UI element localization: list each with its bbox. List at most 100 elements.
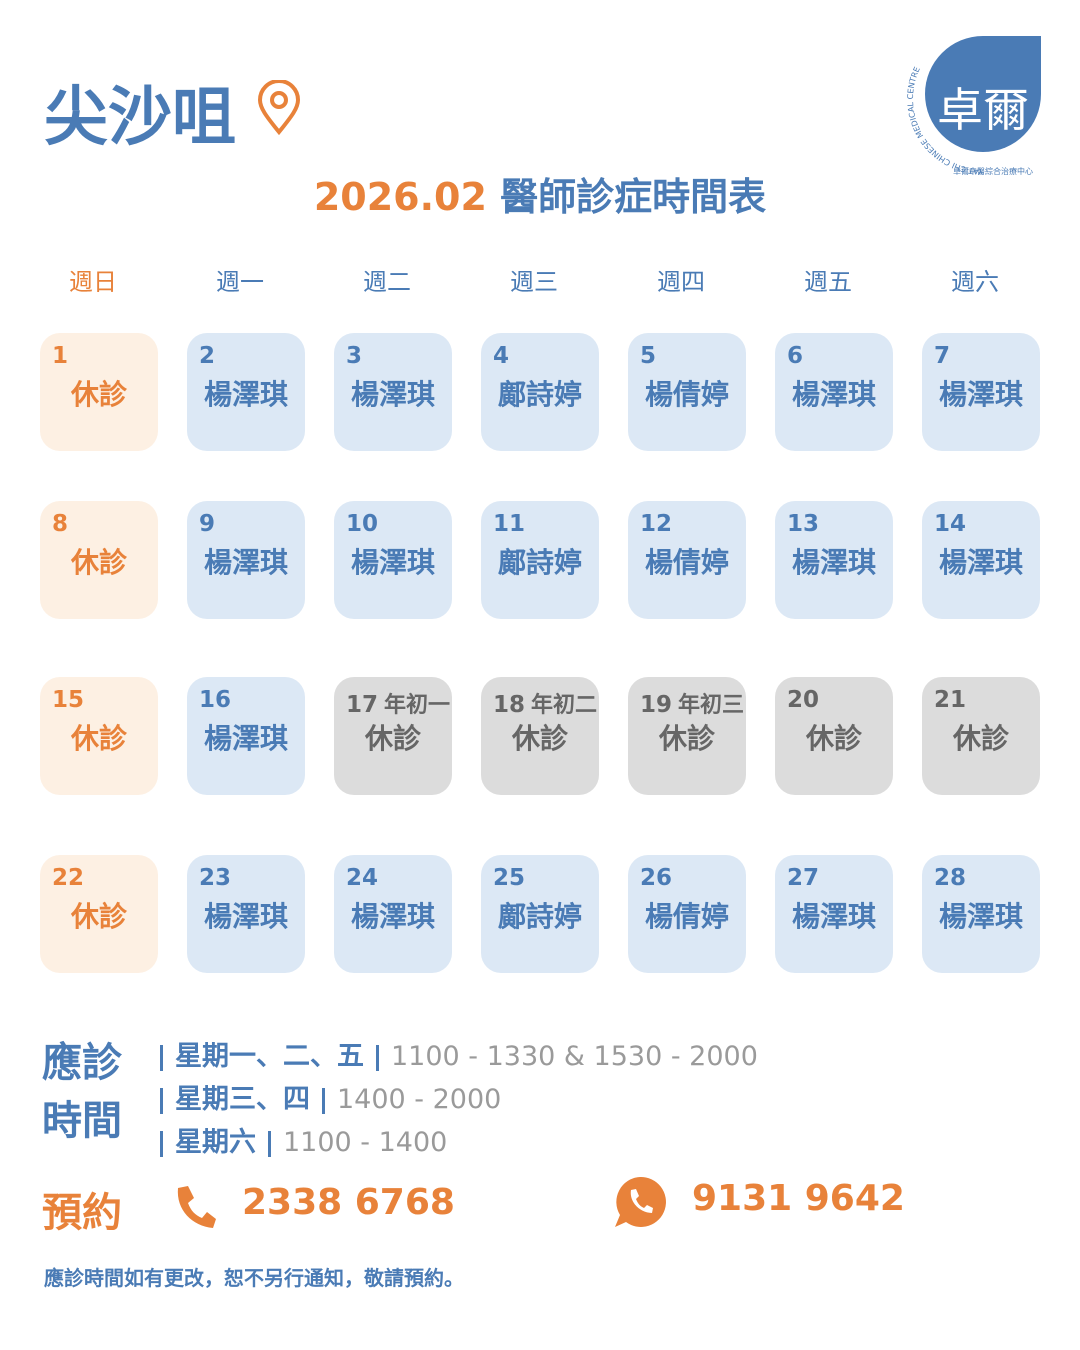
hours-row: 星期三、四 1400 - 2000	[160, 1077, 501, 1116]
day-number: 16	[199, 687, 232, 713]
day-number: 18	[493, 692, 526, 718]
separator	[322, 1087, 325, 1114]
title-text: 醫師診症時間表	[500, 175, 767, 219]
doctor: 休診	[70, 722, 127, 755]
hours-row: 星期一、二、五 1100 - 1330 & 1530 - 2000	[160, 1034, 758, 1073]
hours-time: 1100 - 1330 & 1530 - 2000	[391, 1041, 758, 1072]
day-cell: 20 休診	[775, 677, 893, 795]
day-number: 10	[346, 511, 379, 537]
separator	[160, 1087, 163, 1114]
separator	[160, 1044, 163, 1071]
logo-mark: 卓爾	[937, 83, 1029, 137]
day-cell: 12 楊倩婷	[628, 501, 746, 619]
day-number: 22	[52, 865, 85, 891]
day-cell: 28 楊澤琪	[922, 855, 1040, 973]
booking-label: 預約	[42, 1190, 122, 1236]
doctor: 楊澤琪	[938, 546, 1023, 579]
hours-label-line: 時間	[42, 1098, 122, 1144]
day-number: 17 年初一	[346, 687, 450, 719]
day-cell: 1 休診	[40, 333, 158, 451]
day-note: 年初二	[531, 693, 598, 718]
day-cell: 9 楊澤琪	[187, 501, 305, 619]
day-cell: 15 休診	[40, 677, 158, 795]
doctor: 休診	[511, 722, 568, 755]
day-cell: 5 楊倩婷	[628, 333, 746, 451]
day-number: 13	[787, 511, 820, 537]
weekday: 週日	[69, 268, 117, 296]
day-number: 8	[52, 511, 69, 537]
day-cell: 10 楊澤琪	[334, 501, 452, 619]
separator	[268, 1130, 271, 1157]
pin-icon	[257, 80, 301, 136]
doctor: 楊澤琪	[938, 900, 1023, 933]
day-cell: 17 年初一 休診	[334, 677, 452, 795]
day-number: 25	[493, 865, 526, 891]
day-cell: 26 楊倩婷	[628, 855, 746, 973]
day-number: 2	[199, 343, 216, 369]
doctor: 楊澤琪	[203, 378, 288, 411]
day-number: 3	[346, 343, 363, 369]
doctor: 楊澤琪	[791, 546, 876, 579]
weekday: 週二	[363, 268, 411, 296]
title: 2026.02 醫師診症時間表	[0, 166, 1080, 221]
day-number: 17	[346, 692, 379, 718]
location: 尖沙咀	[44, 81, 236, 155]
day-cell: 2 楊澤琪	[187, 333, 305, 451]
day-cell: 18 年初二 休診	[481, 677, 599, 795]
day-cell: 8 休診	[40, 501, 158, 619]
day-number: 23	[199, 865, 232, 891]
day-cell: 16 楊澤琪	[187, 677, 305, 795]
day-cell: 21 休診	[922, 677, 1040, 795]
hours-days: 星期六	[175, 1127, 256, 1158]
day-number: 28	[934, 865, 967, 891]
day-number: 19	[640, 692, 673, 718]
doctor: 鄺詩婷	[497, 900, 582, 933]
day-number: 26	[640, 865, 673, 891]
weekday: 週四	[657, 268, 705, 296]
doctor: 楊澤琪	[350, 900, 435, 933]
day-cell: 7 楊澤琪	[922, 333, 1040, 451]
title-month: 2026.02	[313, 175, 487, 219]
hours-label-line: 應診	[42, 1040, 122, 1086]
day-note: 年初一	[384, 693, 451, 718]
phone-icon	[177, 1186, 216, 1228]
doctor: 休診	[364, 722, 421, 755]
day-cell: 4 鄺詩婷	[481, 333, 599, 451]
day-number: 20	[787, 687, 820, 713]
weekday: 週五	[804, 268, 852, 296]
logo-name-zh: 卓爾中醫綜合治療中心	[953, 166, 1033, 176]
separator	[160, 1130, 163, 1157]
doctor: 楊澤琪	[203, 722, 288, 755]
day-number: 14	[934, 511, 967, 537]
whatsapp-number: 9131 9642	[692, 1178, 905, 1219]
hours-days: 星期三、四	[175, 1084, 310, 1115]
day-cell: 22 休診	[40, 855, 158, 973]
doctor: 楊澤琪	[791, 378, 876, 411]
footer-note: 應診時間如有更改，恕不另行通知，敬請預約。	[44, 1266, 464, 1290]
day-note: 年初三	[678, 693, 745, 718]
doctor: 楊倩婷	[644, 378, 729, 411]
day-cell: 14 楊澤琪	[922, 501, 1040, 619]
hours-days: 星期一、二、五	[175, 1041, 364, 1072]
day-number: 21	[934, 687, 967, 713]
weekday: 週一	[216, 268, 264, 296]
doctor: 休診	[805, 722, 862, 755]
doctor: 休診	[658, 722, 715, 755]
day-cell: 6 楊澤琪	[775, 333, 893, 451]
day-number: 9	[199, 511, 216, 537]
hours-time: 1100 - 1400	[283, 1127, 448, 1158]
doctor: 楊澤琪	[791, 900, 876, 933]
day-number: 5	[640, 343, 657, 369]
separator	[376, 1044, 379, 1071]
day-number: 27	[787, 865, 820, 891]
doctor: 楊澤琪	[203, 546, 288, 579]
doctor: 休診	[70, 546, 127, 579]
weekday: 週三	[510, 268, 558, 296]
day-number: 7	[934, 343, 951, 369]
day-cell: 19 年初三休診	[628, 677, 746, 795]
logo: 卓爾 YAT CHI CHINESE MEDICAL CENTRE 卓爾中醫綜合…	[906, 36, 1041, 176]
day-number: 12	[640, 511, 673, 537]
day-number: 18 年初二	[493, 687, 597, 719]
day-number: 24	[346, 865, 379, 891]
